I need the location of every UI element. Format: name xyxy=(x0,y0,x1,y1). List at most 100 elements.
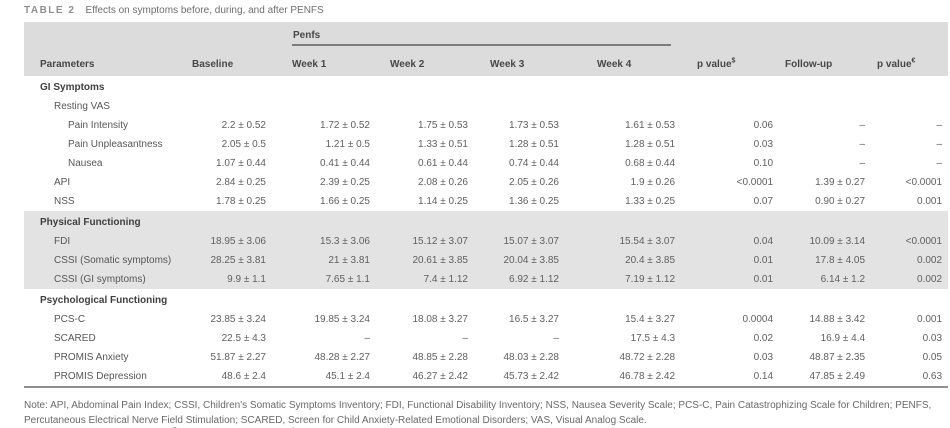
cell: 1.9 ± 0.26 xyxy=(630,177,676,188)
p-value-superscript: $ xyxy=(731,57,736,65)
table-row: NSS 1.78 ± 0.25 1.66 ± 0.25 1.14 ± 0.25 1.36… xyxy=(24,192,948,211)
table-row: Nausea 1.07 ± 0.44 0.41 ± 0.44 0.61 ± 0.44 0… xyxy=(24,154,948,173)
cell: 20.04 ± 3.85 xyxy=(490,251,597,270)
cell xyxy=(490,97,597,116)
row-label: CSSI (Somatic symptoms) xyxy=(24,251,192,270)
cell: 28.25 ± 3.81 xyxy=(192,251,292,270)
spacer-cell xyxy=(24,22,292,46)
row-label: NSS xyxy=(54,196,75,207)
cell: 0.002 xyxy=(877,270,949,289)
table-row: CSSI (Somatic symptoms) 28.25 ± 3.81 21 ± … xyxy=(24,251,949,270)
cell: – xyxy=(936,120,943,131)
cell: 47.85 ± 2.49 xyxy=(785,367,878,388)
cell: 48.6 ± 2.4 xyxy=(192,367,292,388)
row-label: API xyxy=(54,177,71,188)
cell: 0.03 xyxy=(922,333,943,344)
table-row: PCS-C 23.85 ± 3.24 19.85 ± 3.24 18.08 ± 3.2… xyxy=(24,310,948,329)
cell: 18.08 ± 3.27 xyxy=(412,314,468,325)
cell: 1.36 ± 0.25 xyxy=(509,196,559,207)
column-header-week-1: Week 1 xyxy=(292,46,390,76)
penfs-group-header: Penfs xyxy=(292,22,698,46)
cell: 2.39 ± 0.25 xyxy=(320,177,370,188)
cell: 0.05 xyxy=(922,352,943,363)
cell: <0.0001 xyxy=(736,177,774,188)
section-label: Psychological Functioning xyxy=(40,295,168,306)
column-header-week-3: Week 3 xyxy=(490,46,597,76)
cell: <0.0001 xyxy=(877,232,949,251)
cell: 0.90 ± 0.27 xyxy=(815,196,866,207)
section-row: Psychological Functioning xyxy=(24,289,948,310)
cell: 1.33 ± 0.51 xyxy=(418,139,468,150)
cell: 16.9 ± 4.4 xyxy=(820,333,866,344)
cell: 1.66 ± 0.25 xyxy=(320,196,370,207)
cell: 0.41 ± 0.44 xyxy=(320,158,370,169)
footnote-line-2: Percutaneous Electrical Nerve Field Stim… xyxy=(24,414,647,426)
cell: 0.10 xyxy=(753,158,774,169)
cell: 18.95 ± 3.06 xyxy=(192,232,292,251)
cell xyxy=(597,97,697,116)
content: TABLE 2 Effects on symptoms before, durin… xyxy=(24,5,949,428)
table-row: Pain Intensity 2.2 ± 0.52 1.72 ± 0.52 1.75 … xyxy=(24,116,948,135)
cell xyxy=(785,97,877,116)
cell: 45.73 ± 2.42 xyxy=(490,367,597,388)
cell: 0.001 xyxy=(917,196,943,207)
cell: – xyxy=(936,139,943,150)
row-label: Nausea xyxy=(68,158,103,169)
cell: – xyxy=(553,333,559,344)
cell: 17.5 ± 4.3 xyxy=(630,333,676,344)
cell: 2.05 ± 0.5 xyxy=(221,139,266,150)
column-header-week-2: Week 2 xyxy=(390,46,490,76)
cell: 0.14 xyxy=(697,367,786,388)
cell: 6.92 ± 1.12 xyxy=(490,270,597,289)
table-row: PROMIS Anxiety 51.87 ± 2.27 48.28 ± 2.27 48… xyxy=(24,348,948,367)
cell: – xyxy=(859,120,866,131)
table-row: CSSI (GI symptoms) 9.9 ± 1.1 7.65 ± 1.1 7.4… xyxy=(24,270,949,289)
cell: 21 ± 3.81 xyxy=(292,251,390,270)
cell: 0.07 xyxy=(753,196,774,207)
cell xyxy=(292,97,390,116)
cell: – xyxy=(936,158,943,169)
cell: 0.02 xyxy=(753,333,774,344)
cell: 0.74 ± 0.44 xyxy=(509,158,559,169)
cell: 16.5 ± 3.27 xyxy=(509,314,559,325)
column-header-p-value: p value€ xyxy=(877,46,949,76)
cell: 1.07 ± 0.44 xyxy=(216,158,266,169)
cell: 19.85 ± 3.24 xyxy=(314,314,370,325)
cell: 1.28 ± 0.51 xyxy=(625,139,676,150)
spacer-cell xyxy=(697,22,949,46)
cell: 0.002 xyxy=(877,251,949,270)
cell: 7.19 ± 1.12 xyxy=(597,270,698,289)
cell: <0.0001 xyxy=(905,177,943,188)
row-label: Pain Unpleasantness xyxy=(68,139,163,150)
p-value-superscript: € xyxy=(911,57,916,65)
cell: 1.39 ± 0.27 xyxy=(815,177,866,188)
cell xyxy=(390,97,490,116)
footnote-line-1: Note: API, Abdominal Pain Index; CSSI, C… xyxy=(24,400,932,411)
cell: 0.61 ± 0.44 xyxy=(418,158,468,169)
cell: 9.9 ± 1.1 xyxy=(192,270,292,289)
cell: 45.1 ± 2.4 xyxy=(292,367,390,388)
cell: 10.09 ± 3.14 xyxy=(785,232,878,251)
cell: 0.06 xyxy=(753,120,774,131)
table-row: Resting VAS xyxy=(24,97,948,116)
section-label: GI Symptoms xyxy=(40,82,105,93)
column-header-row: Parameters Baseline Week 1 Week 2 Week 3 Week… xyxy=(24,46,949,76)
cell: 1.21 ± 0.5 xyxy=(325,139,370,150)
cell: 15.3 ± 3.06 xyxy=(292,232,390,251)
table-row: SCARED 22.5 ± 4.3 – – – 17.5 ± 4.3 0.02 16.9 ± … xyxy=(24,329,948,348)
cell: – xyxy=(859,158,866,169)
cell: 2.84 ± 0.25 xyxy=(216,177,266,188)
cell: 2.08 ± 0.26 xyxy=(418,177,468,188)
cell: 0.03 xyxy=(753,139,774,150)
cell: 1.14 ± 0.25 xyxy=(418,196,468,207)
column-header-parameters: Parameters xyxy=(24,46,192,76)
cell: 0.0004 xyxy=(742,314,774,325)
cell: 48.72 ± 2.28 xyxy=(619,352,676,363)
cell xyxy=(877,97,948,116)
cell: 0.01 xyxy=(697,251,786,270)
row-label: PROMIS Anxiety xyxy=(54,352,129,363)
section-row: GI Symptoms xyxy=(24,76,948,97)
row-label: Pain Intensity xyxy=(68,120,129,131)
cell: 20.61 ± 3.85 xyxy=(390,251,490,270)
group-header-row: Penfs xyxy=(24,22,949,46)
